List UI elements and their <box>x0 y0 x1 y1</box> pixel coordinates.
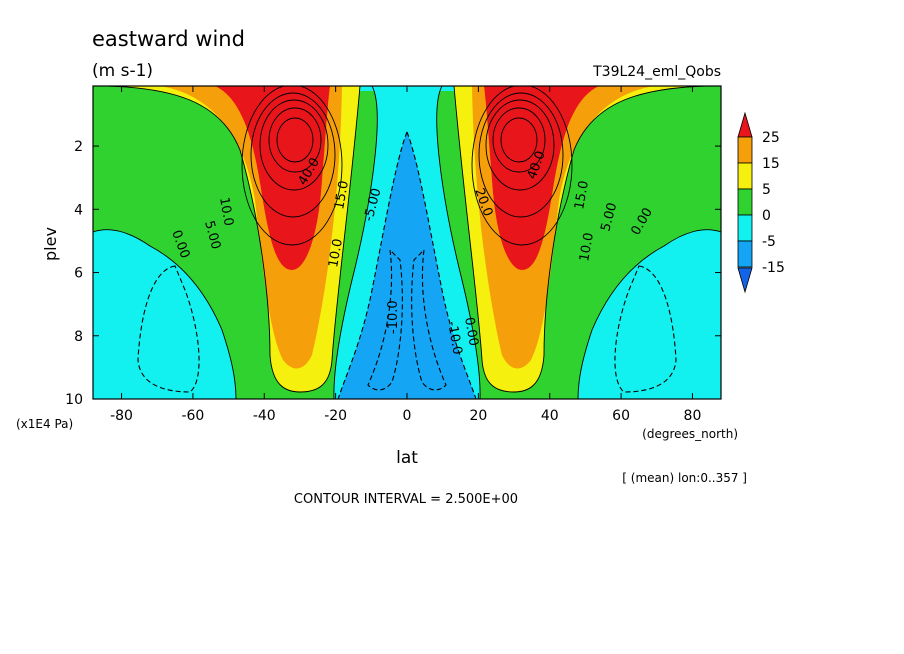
colorbar-swatch <box>737 162 753 190</box>
contour-label: 0.00 <box>461 316 481 347</box>
x-axis-label: lat <box>396 448 418 468</box>
contour-lines <box>93 86 721 399</box>
colorbar-label: 5 <box>762 182 771 198</box>
negative-contours <box>137 131 677 399</box>
band-easterly-north <box>578 229 721 399</box>
colorbar-label: 15 <box>762 156 780 172</box>
colorbar-bottom-arrow <box>737 267 753 294</box>
x-tick-label: 80 <box>684 408 702 424</box>
x-tick-label: -80 <box>110 408 133 424</box>
band-25-south <box>215 86 330 270</box>
y-tick-label: 10 <box>65 392 83 408</box>
x-tick-label: 0 <box>403 408 412 424</box>
contour-label: 10.0 <box>326 238 346 269</box>
contour-label: 15.0 <box>572 180 592 211</box>
contour-label-group: 0.00 5.00 10.0 40.0 15.0 10.0 -5.00 -10.… <box>168 149 656 356</box>
colorbar-label: 25 <box>762 130 780 146</box>
contour-label: 10.0 <box>216 196 236 227</box>
contour-label: 15.0 <box>332 180 352 211</box>
colorbar-swatch <box>737 240 753 268</box>
colorbar-swatch <box>737 214 753 242</box>
band-eq-minus15 <box>338 132 476 399</box>
colorbar-swatch <box>737 136 753 164</box>
run-label: T39L24_eml_Qobs <box>592 64 721 80</box>
averaging-note: [ (mean) lon:0..357 ] <box>622 471 747 485</box>
y-axis: 2 4 6 8 10 <box>65 139 721 408</box>
y-tick-label: 8 <box>74 329 83 345</box>
x-axis: -80 -60 -40 -20 0 20 40 60 80 <box>110 86 701 424</box>
contour-label: -10.0 <box>444 320 465 356</box>
colorbar-label: 0 <box>762 208 771 224</box>
chart-subtitle: (m s-1) <box>92 61 153 81</box>
colorbar-label: -5 <box>762 234 776 250</box>
y-tick-label: 2 <box>74 139 83 155</box>
colorbar-label: -15 <box>762 260 785 276</box>
colorbar: 25 15 5 0 -5 -15 <box>737 111 785 294</box>
contour-field: 0.00 5.00 10.0 40.0 15.0 10.0 -5.00 -10.… <box>93 86 721 399</box>
contour-label: 5.00 <box>201 219 223 251</box>
y-axis-label: plev <box>41 227 60 261</box>
colorbar-top-arrow <box>737 111 753 138</box>
contour-label: 10.0 <box>577 232 597 263</box>
x-tick-label: -60 <box>181 408 204 424</box>
colorbar-swatch <box>737 188 753 216</box>
x-tick-label: -40 <box>253 408 276 424</box>
x-tick-label: -20 <box>324 408 347 424</box>
chart-title: eastward wind <box>92 27 245 51</box>
contour-label: 5.00 <box>598 201 620 233</box>
band-easterly-south <box>93 229 236 399</box>
y-axis-units: (x1E4 Pa) <box>16 417 73 431</box>
y-tick-label: 6 <box>74 266 83 282</box>
x-tick-label: 20 <box>469 408 487 424</box>
contour-label: -10.0 <box>386 300 401 334</box>
x-tick-label: 60 <box>612 408 630 424</box>
contour-interval: CONTOUR INTERVAL = 2.500E+00 <box>294 492 518 507</box>
band-25-north <box>484 86 599 270</box>
x-tick-label: 40 <box>541 408 559 424</box>
x-axis-units: (degrees_north) <box>642 427 738 441</box>
y-tick-label: 4 <box>74 202 83 218</box>
